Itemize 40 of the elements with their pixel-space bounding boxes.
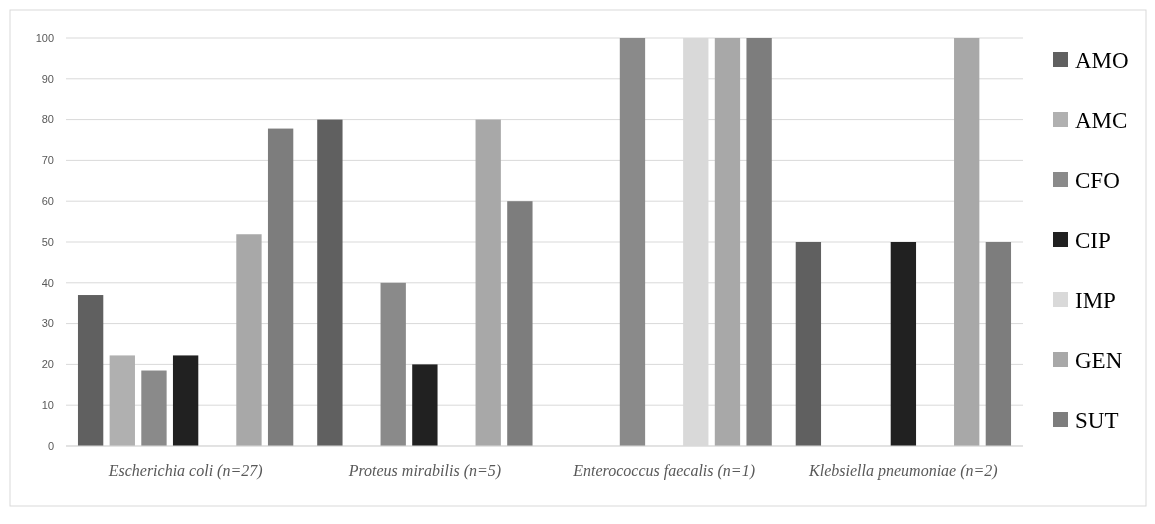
y-tick-label: 40 xyxy=(41,276,54,289)
y-tick-label: 80 xyxy=(41,113,54,126)
bar xyxy=(746,38,772,446)
legend-label: AMO xyxy=(1075,48,1129,74)
bar xyxy=(77,295,104,446)
bar xyxy=(380,282,406,446)
x-tick-label: Proteus mirabilis (n=5) xyxy=(347,462,502,480)
bar xyxy=(795,242,822,446)
bar xyxy=(236,234,262,446)
x-tick-label: Klebsiella pneumoniae (n=2) xyxy=(808,462,998,480)
bar xyxy=(267,128,294,446)
y-tick-label: 10 xyxy=(41,399,54,412)
bar xyxy=(172,355,199,446)
bar xyxy=(141,370,167,446)
bar xyxy=(507,201,533,446)
y-tick-label: 90 xyxy=(41,72,54,85)
bar xyxy=(985,242,1012,446)
x-tick-label: Enterococcus faecalis (n=1) xyxy=(572,462,755,480)
x-tick-label: Escherichia coli (n=27) xyxy=(107,462,263,480)
bar xyxy=(109,355,135,446)
legend-label: CIP xyxy=(1075,228,1111,254)
y-tick-label: 60 xyxy=(41,195,54,208)
bar xyxy=(954,38,980,446)
y-tick-label: 100 xyxy=(35,31,54,44)
bar xyxy=(475,119,501,446)
legend-label: SUT xyxy=(1075,408,1119,434)
y-tick-label: 50 xyxy=(41,235,54,248)
y-tick-label: 20 xyxy=(41,358,54,371)
legend-label: GEN xyxy=(1075,348,1123,374)
y-tick-label: 70 xyxy=(41,154,54,167)
legend-label: AMC xyxy=(1075,108,1128,134)
y-tick-label: 30 xyxy=(41,317,54,330)
y-tick-label: 0 xyxy=(47,439,54,452)
legend-label: IMP xyxy=(1075,288,1116,314)
bar xyxy=(412,364,438,446)
bar xyxy=(714,38,741,446)
bar xyxy=(890,242,917,446)
bar xyxy=(317,119,343,446)
bar xyxy=(619,38,646,446)
legend-label: CFO xyxy=(1075,168,1120,194)
